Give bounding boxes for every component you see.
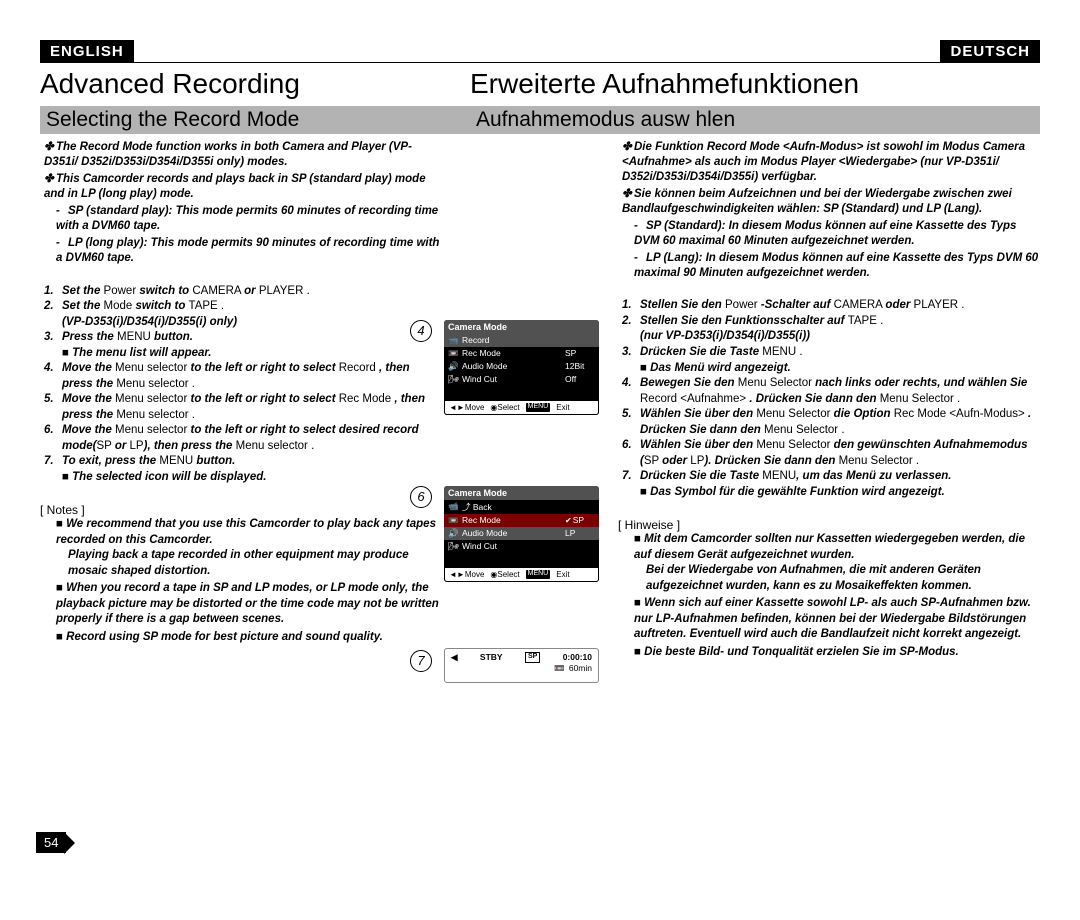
right-column: ✤Die Funktion Record Mode <Aufn-Modus> i… [610, 140, 1040, 660]
menu-screenshot-1: Camera Mode 📹Record 📼Rec ModeSP 🔊Audio M… [444, 320, 599, 415]
left-column: ✤The Record Mode function works in both … [40, 140, 440, 660]
page-arrow-icon [64, 832, 75, 854]
rs4: Bewegen Sie den [640, 377, 738, 389]
s1: Set the [62, 285, 104, 297]
lang-deutsch-tab: DEUTSCH [940, 40, 1040, 63]
rs1: Stellen Sie den [640, 299, 725, 311]
right-intro-3a: SP (Standard): In diesem Modus können au… [634, 220, 1016, 247]
s3-sub: The menu list will appear. [72, 347, 211, 359]
rs5: Wählen Sie über den [640, 408, 756, 420]
left-intro-2: This Camcorder records and plays back in… [44, 173, 426, 200]
page-number-block: 54 [36, 832, 75, 854]
rs6: Wählen Sie über den [640, 439, 756, 451]
page-number: 54 [36, 832, 66, 853]
s3: Press the [62, 331, 117, 343]
right-note-1: Mit dem Camcorder sollten nur Kassetten … [634, 533, 1025, 561]
divider [40, 62, 1040, 63]
right-note-1b: Bei der Wiedergabe von Aufnahmen, die mi… [646, 564, 981, 592]
menu1-title: Camera Mode [448, 322, 507, 332]
left-note-2: When you record a tape in SP and LP mode… [56, 582, 439, 625]
menu-screenshot-2: Camera Mode 📹⤴ Back 📼Rec Mode✔SP 🔊Audio … [444, 486, 599, 582]
center-column: 4 Camera Mode 📹Record 📼Rec ModeSP 🔊Audio… [440, 140, 610, 660]
right-intro-2: Sie können beim Aufzeichnen und bei der … [622, 188, 1012, 215]
s6: Move the [62, 424, 115, 436]
page-title-right: Erweiterte Aufnahmefunktionen [460, 68, 1040, 100]
s2-sub: (VP-D353(i)/D354(i)/D355(i) only) [40, 315, 440, 331]
left-note-3: Record using SP mode for best picture an… [66, 631, 383, 643]
rs2-sub: (nur VP-D353(i)/D354(i)/D355(i)) [618, 329, 1040, 345]
left-intro-1: The Record Mode function works in both C… [44, 141, 412, 168]
right-note-3: Die beste Bild- und Tonqualität erzielen… [644, 646, 959, 658]
right-intro-3b: LP (Lang): In diesem Modus können auf ei… [634, 252, 1038, 279]
section-title-left: Selecting the Record Mode [40, 108, 470, 132]
s5: Move the [62, 393, 115, 405]
rs3: Drücken Sie die Taste [640, 346, 762, 358]
s2: Set the [62, 300, 104, 312]
menu2-title: Camera Mode [448, 488, 507, 498]
s7-sub: The selected icon will be displayed. [72, 471, 266, 483]
rs7: Drücken Sie die Taste [640, 470, 762, 482]
s4: Move the [62, 362, 115, 374]
left-note-1b: Playing back a tape recorded in other eq… [68, 549, 409, 577]
section-title-right: Aufnahmemodus ausw hlen [470, 108, 1040, 132]
rs3-sub: Das Menü wird angezeigt. [650, 362, 791, 374]
left-intro-3b: LP (long play): This mode permits 90 min… [56, 237, 439, 264]
page-title-left: Advanced Recording [40, 68, 460, 100]
notes-label-right: [ Hinweise ] [618, 518, 1040, 532]
left-note-1: We recommend that you use this Camcorder… [56, 518, 436, 546]
left-intro-3a: SP (standard play): This mode permits 60… [56, 205, 438, 232]
rs2: Stellen Sie den Funktionsschalter auf [640, 315, 848, 327]
osd-screenshot: ◀STBYSP0:00:10 📼60min [444, 648, 599, 683]
lang-english-tab: ENGLISH [40, 40, 134, 63]
notes-label-left: [ Notes ] [40, 503, 440, 517]
figure-step-6-circle: 6 [410, 486, 432, 508]
figure-step-4-circle: 4 [410, 320, 432, 342]
right-intro-1: Die Funktion Record Mode <Aufn-Modus> is… [622, 141, 1025, 183]
s7: To exit, press the [62, 455, 159, 467]
right-note-2: Wenn sich auf einer Kassette sowohl LP- … [634, 597, 1031, 640]
rs7-sub: Das Symbol für die gewählte Funktion wir… [650, 486, 945, 498]
figure-step-7-circle: 7 [410, 650, 432, 672]
